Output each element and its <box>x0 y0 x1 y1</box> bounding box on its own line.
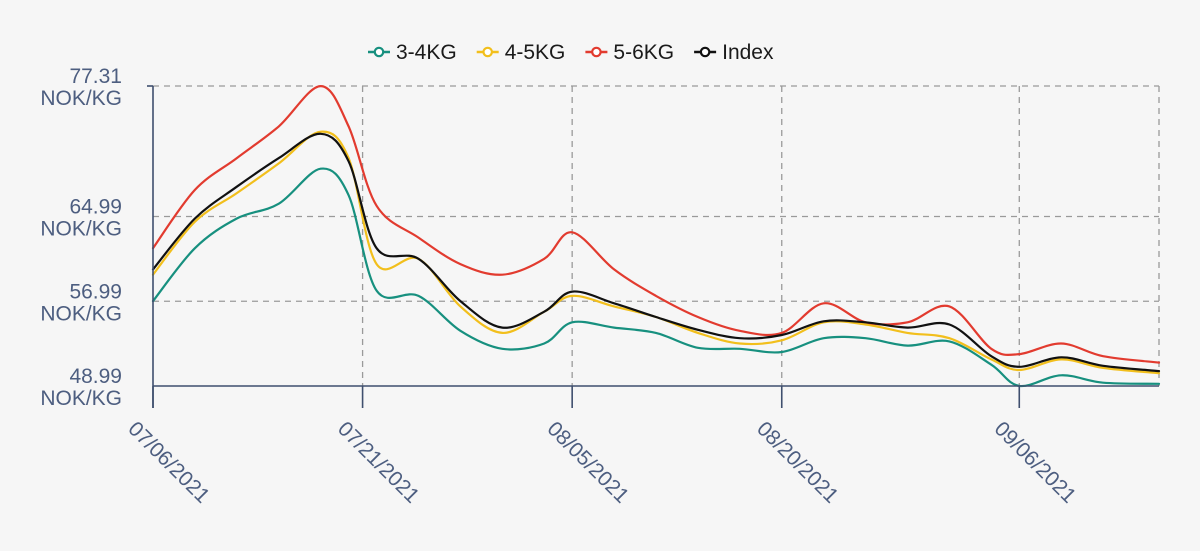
legend-item-4-5kg[interactable]: 4-5KG <box>476 41 566 64</box>
y-tick-value: 64.99 <box>69 196 122 219</box>
series-line-4-5kg <box>151 130 1161 375</box>
axis-layer: 48.99NOK/KG56.99NOK/KG64.99NOK/KG77.31NO… <box>40 65 1159 508</box>
x-tick-label: 08/20/2021 <box>752 417 843 508</box>
series-line-index <box>151 132 1161 373</box>
legend-swatch-marker <box>482 46 494 58</box>
legend-item-index[interactable]: Index <box>694 41 774 64</box>
x-tick-label: 07/21/2021 <box>333 417 424 508</box>
legend[interactable]: 3-4KG 4-5KG 5-6KG Index <box>368 41 774 64</box>
legend-label: 4-5KG <box>505 41 566 64</box>
x-tick-label: 09/06/2021 <box>990 417 1081 508</box>
y-tick-value: 56.99 <box>69 280 122 303</box>
y-tick-unit: NOK/KG <box>40 218 122 241</box>
y-tick-unit: NOK/KG <box>40 387 122 410</box>
x-tick-label: 07/06/2021 <box>123 417 214 508</box>
legend-label: 3-4KG <box>396 41 457 64</box>
legend-label: 5-6KG <box>613 41 674 64</box>
x-tick-label: 08/05/2021 <box>543 417 634 508</box>
legend-swatch-marker <box>373 46 385 58</box>
legend-item-5-6kg[interactable]: 5-6KG <box>585 41 674 64</box>
legend-swatch-marker <box>591 46 602 58</box>
legend-label: Index <box>722 41 774 64</box>
legend-item-3-4kg[interactable]: 3-4KG <box>368 41 457 64</box>
series-line-5-6kg <box>151 85 1161 364</box>
legend-swatch-marker <box>699 46 711 58</box>
series-line-3-4kg <box>151 167 1161 388</box>
y-tick-unit: NOK/KG <box>40 87 122 110</box>
grid-layer <box>153 85 1160 386</box>
y-tick-value: 48.99 <box>69 365 122 388</box>
y-tick-unit: NOK/KG <box>40 302 122 325</box>
series-layer <box>151 85 1161 388</box>
y-tick-value: 77.31 <box>69 65 122 88</box>
